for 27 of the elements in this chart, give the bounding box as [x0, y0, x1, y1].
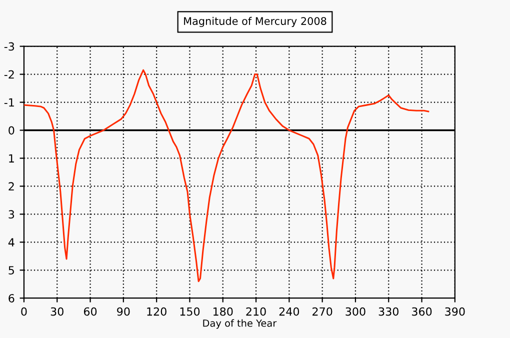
x-tick-label: 240 — [279, 307, 300, 316]
x-tick-label: 0 — [21, 307, 27, 316]
y-tick-label: 4 — [8, 238, 14, 246]
y-tick-label: -3 — [4, 42, 14, 51]
x-tick-label: 330 — [378, 307, 398, 316]
line-series — [24, 69, 430, 282]
x-axis-title: Day of the Year — [203, 319, 277, 329]
x-tick-label: 30 — [50, 307, 64, 316]
y-tick-label: 0 — [8, 126, 14, 135]
y-tick-label: 6 — [8, 294, 14, 302]
x-tick-label: 150 — [180, 307, 200, 316]
x-tick-label: 180 — [213, 307, 233, 316]
y-tick-label: 5 — [8, 266, 14, 275]
chart-title: Magnitude of Mercury 2008 — [184, 16, 326, 28]
x-tick-label: 360 — [412, 307, 432, 316]
y-tick-label: -1 — [4, 98, 14, 106]
y-tick-label: 3 — [8, 210, 14, 219]
x-tick-label: 120 — [147, 307, 166, 316]
y-tick-label: 1 — [9, 154, 14, 162]
x-tick-label: 60 — [84, 307, 97, 316]
x-tick-label: 270 — [312, 307, 332, 316]
x-tick-label: 390 — [445, 307, 465, 316]
x-tick-label: 210 — [246, 307, 266, 316]
y-tick-label: -2 — [4, 70, 14, 79]
y-tick-label: 2 — [8, 182, 14, 190]
x-tick-label: 300 — [346, 307, 366, 316]
x-tick-label: 90 — [117, 307, 130, 316]
